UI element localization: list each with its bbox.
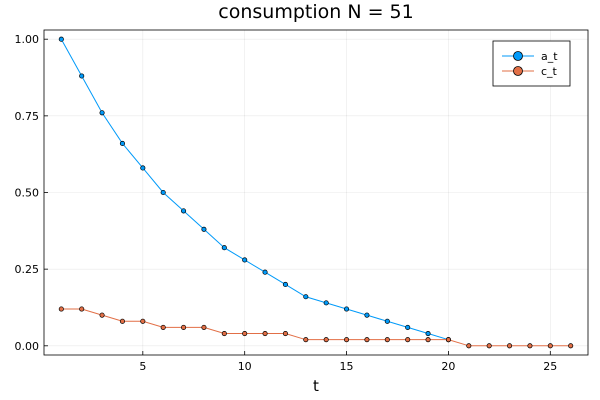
data-point [119, 318, 125, 324]
data-point [323, 337, 329, 343]
data-point [262, 269, 268, 275]
legend-marker [513, 51, 523, 61]
data-point [160, 324, 166, 330]
data-point [507, 343, 513, 349]
data-point [201, 226, 207, 232]
data-point [384, 318, 390, 324]
data-point [384, 337, 390, 343]
data-point [221, 245, 227, 251]
y-tick-label: 0.00 [15, 340, 40, 353]
legend-label: a_t [541, 50, 558, 63]
data-point [99, 312, 105, 318]
data-point [568, 343, 574, 349]
legend-marker [513, 66, 523, 76]
data-point [242, 330, 248, 337]
data-point [79, 306, 85, 312]
y-tick-label: 0.25 [15, 263, 40, 276]
x-tick-label: 15 [340, 360, 354, 373]
y-tick-label: 1.00 [15, 33, 40, 46]
data-point [405, 337, 411, 343]
series-a-t [58, 36, 451, 343]
data-point [262, 330, 268, 337]
x-axis-label: t [313, 377, 319, 395]
data-point [425, 337, 431, 343]
data-point [303, 294, 309, 300]
data-point [344, 306, 350, 312]
data-point [323, 300, 329, 306]
data-point [58, 306, 64, 312]
data-point [445, 337, 451, 343]
data-point [405, 324, 411, 330]
data-point [466, 343, 472, 349]
data-point [364, 312, 370, 318]
legend: a_t c_t [492, 40, 571, 87]
legend-item: c_t [502, 65, 558, 78]
data-point [242, 257, 248, 263]
data-point [364, 337, 370, 343]
data-point [201, 324, 207, 330]
data-point [486, 343, 492, 349]
series-line [61, 308, 571, 347]
x-tick-label: 20 [441, 360, 455, 373]
legend-label: c_t [541, 65, 558, 78]
data-point [140, 318, 146, 324]
data-point [282, 330, 288, 337]
y-tick-label: 0.75 [15, 110, 40, 123]
data-point [221, 330, 227, 337]
legend-item: a_t [502, 50, 558, 63]
y-tick-label: 0.50 [15, 187, 40, 200]
grid [44, 30, 588, 355]
chart-title: consumption N = 51 [218, 1, 413, 23]
series-c-t [58, 306, 574, 349]
data-point [181, 324, 187, 330]
data-point [119, 140, 125, 146]
data-point [282, 281, 288, 288]
data-point [344, 337, 350, 343]
data-point [547, 343, 553, 349]
data-point [527, 343, 533, 349]
data-point [160, 189, 166, 196]
x-tick-label: 10 [238, 360, 252, 373]
axis-ticks: 5 10 15 20 25 0.00 0.25 0.50 0.75 1.00 [15, 33, 558, 373]
x-tick-label: 25 [543, 360, 557, 373]
data-point [425, 330, 431, 337]
series-layer [58, 36, 574, 349]
series-line [60, 38, 449, 341]
data-point [79, 73, 85, 79]
data-point [181, 208, 187, 214]
x-tick-label: 5 [139, 360, 146, 373]
data-point [99, 110, 105, 116]
data-point [58, 36, 64, 42]
data-point [303, 337, 309, 343]
data-point [140, 165, 146, 171]
legend-box [492, 40, 571, 87]
